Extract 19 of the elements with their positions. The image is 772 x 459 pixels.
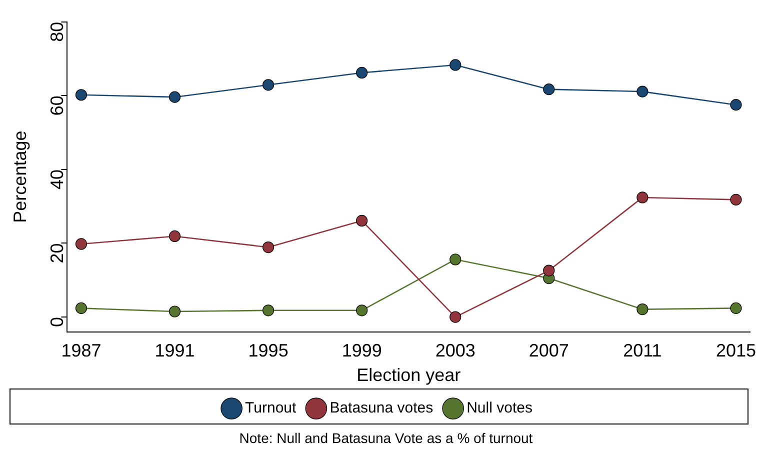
y-tick-label: 60 xyxy=(47,96,68,116)
x-tick-label: 2011 xyxy=(623,340,662,361)
x-tick-label: 1987 xyxy=(61,340,102,361)
x-tick-label: 1995 xyxy=(248,340,288,361)
x-tick-label: 1991 xyxy=(154,340,195,361)
x-tick-label: 1999 xyxy=(342,340,382,361)
y-axis-title: Percentage xyxy=(10,130,30,223)
y-tick-label: 20 xyxy=(47,243,68,264)
x-tick-label: 2015 xyxy=(716,340,756,361)
legend-label: Null votes xyxy=(466,400,532,417)
y-tick-label: 80 xyxy=(47,22,68,42)
x-axis-title: Election year xyxy=(356,365,461,386)
legend-label: Turnout xyxy=(245,400,298,417)
x-tick-label: 2003 xyxy=(435,340,476,361)
y-tick-label: 40 xyxy=(47,169,68,190)
legend-label: Batasuna votes xyxy=(330,400,434,417)
x-tick-label: 2007 xyxy=(528,340,569,361)
y-tick-label: 0 xyxy=(47,317,68,328)
text: Note: Null and Batasuna Vote as a % of turnout xyxy=(238,430,534,446)
